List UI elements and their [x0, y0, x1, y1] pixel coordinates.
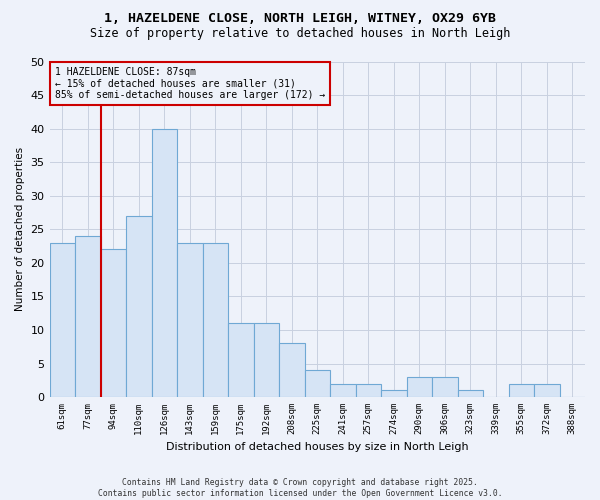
Bar — [279, 344, 305, 397]
Bar — [177, 242, 203, 397]
Bar — [203, 242, 228, 397]
Bar — [330, 384, 356, 397]
Bar — [50, 242, 75, 397]
Bar — [407, 377, 432, 397]
Y-axis label: Number of detached properties: Number of detached properties — [15, 147, 25, 312]
Text: 1, HAZELDENE CLOSE, NORTH LEIGH, WITNEY, OX29 6YB: 1, HAZELDENE CLOSE, NORTH LEIGH, WITNEY,… — [104, 12, 496, 26]
Bar — [75, 236, 101, 397]
Bar — [534, 384, 560, 397]
Text: 1 HAZELDENE CLOSE: 87sqm
← 15% of detached houses are smaller (31)
85% of semi-d: 1 HAZELDENE CLOSE: 87sqm ← 15% of detach… — [55, 66, 325, 100]
Bar — [305, 370, 330, 397]
Text: Contains HM Land Registry data © Crown copyright and database right 2025.
Contai: Contains HM Land Registry data © Crown c… — [98, 478, 502, 498]
Bar — [228, 323, 254, 397]
Bar — [458, 390, 483, 397]
Bar — [254, 323, 279, 397]
Bar — [381, 390, 407, 397]
Text: Size of property relative to detached houses in North Leigh: Size of property relative to detached ho… — [90, 28, 510, 40]
Bar — [126, 216, 152, 397]
Bar — [152, 128, 177, 397]
Bar — [101, 250, 126, 397]
X-axis label: Distribution of detached houses by size in North Leigh: Distribution of detached houses by size … — [166, 442, 469, 452]
Bar — [356, 384, 381, 397]
Bar — [432, 377, 458, 397]
Bar — [509, 384, 534, 397]
